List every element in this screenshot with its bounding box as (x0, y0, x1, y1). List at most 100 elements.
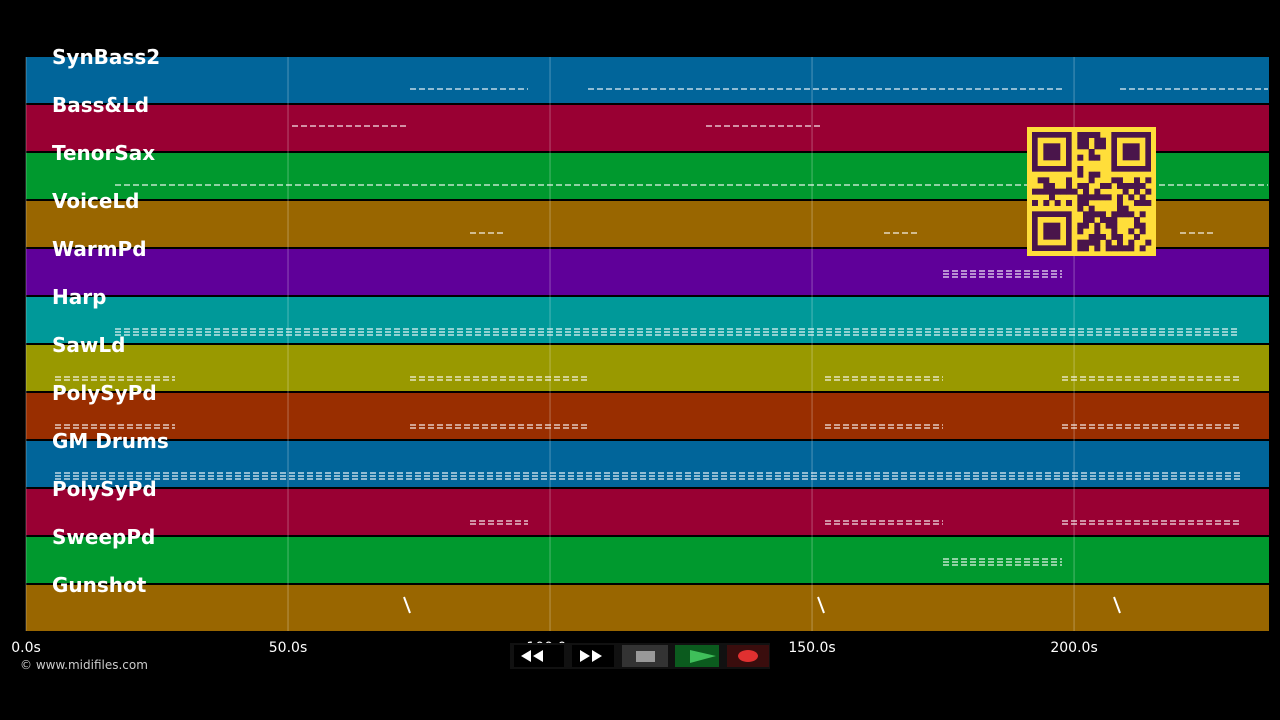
qr-module (1083, 132, 1089, 138)
rewind-button[interactable] (514, 645, 564, 667)
qr-module (1049, 194, 1055, 201)
qr-module (1088, 234, 1095, 240)
qr-module (1111, 245, 1118, 252)
qr-module (1088, 194, 1095, 201)
rewind-icon (521, 650, 543, 662)
qr-module (1117, 234, 1123, 240)
footer: © www.midifiles.com (20, 658, 148, 672)
qr-module (1145, 239, 1152, 246)
qr-module (1077, 166, 1084, 172)
qr-module (1071, 188, 1078, 195)
qr-module (1100, 183, 1106, 189)
qr-module (1077, 200, 1084, 206)
play-icon (690, 650, 716, 663)
qr-module (1066, 188, 1072, 195)
qr-module (1117, 177, 1123, 184)
qr-module (1077, 183, 1084, 189)
qr-module (1088, 149, 1095, 155)
track-row (26, 297, 1269, 343)
qr-module (1122, 245, 1129, 252)
qr-module (1139, 211, 1146, 218)
qr-module (1105, 217, 1112, 223)
qr-finder (1043, 143, 1061, 161)
play-button[interactable] (675, 645, 719, 667)
qr-module (1066, 200, 1072, 206)
qr-module (1094, 188, 1101, 195)
qr-module (1083, 183, 1089, 189)
qr-module (1037, 177, 1044, 184)
qr-module (1105, 239, 1112, 246)
qr-module (1043, 188, 1050, 195)
qr-module (1122, 205, 1129, 212)
qr-module (1083, 137, 1089, 144)
qr-module (1094, 239, 1101, 246)
qr-module (1032, 200, 1038, 206)
transport-controls (510, 643, 770, 669)
qr-module (1122, 183, 1129, 189)
qr-module (1117, 200, 1123, 206)
time-tick-label: 0.0s (11, 640, 41, 656)
qr-module (1111, 211, 1118, 218)
qr-module (1122, 211, 1129, 218)
qr-module (1134, 200, 1140, 206)
time-tick-label: 50.0s (269, 640, 307, 656)
track-name: PolySyPd (52, 477, 157, 501)
qr-module (1083, 222, 1089, 229)
stop-button[interactable] (622, 645, 668, 667)
qr-module (1128, 239, 1135, 246)
qr-code (1027, 127, 1156, 256)
qr-module (1094, 154, 1101, 161)
track-name: SweepPd (52, 525, 155, 549)
qr-module (1083, 188, 1089, 195)
track-name: Harp (52, 285, 106, 309)
track-row (26, 489, 1269, 535)
qr-module (1145, 188, 1152, 195)
qr-module (1077, 245, 1084, 252)
qr-module (1043, 200, 1050, 206)
qr-module (1117, 245, 1123, 252)
track-name: PolySyPd (52, 381, 157, 405)
qr-module (1066, 183, 1072, 189)
qr-module (1128, 228, 1135, 235)
note-stroke (817, 596, 825, 614)
qr-module (1054, 200, 1061, 206)
qr-module (1077, 154, 1084, 161)
qr-module (1105, 222, 1112, 229)
qr-module (1111, 222, 1118, 229)
qr-module (1100, 194, 1106, 201)
note-stroke (1113, 596, 1121, 614)
track-row (26, 537, 1269, 583)
qr-module (1094, 171, 1101, 178)
qr-module (1094, 137, 1101, 144)
qr-module (1094, 234, 1101, 240)
track-name: TenorSax (52, 141, 155, 165)
qr-module (1139, 245, 1146, 252)
qr-module (1083, 239, 1089, 246)
qr-module (1043, 177, 1050, 184)
qr-module (1139, 222, 1146, 229)
qr-module (1088, 171, 1095, 178)
qr-module (1128, 183, 1135, 189)
track-row (26, 249, 1269, 295)
track-row (26, 441, 1269, 487)
qr-module (1145, 200, 1152, 206)
fast-forward-button[interactable] (572, 645, 614, 667)
qr-module (1077, 194, 1084, 201)
qr-module (1100, 137, 1106, 144)
qr-module (1128, 211, 1135, 218)
qr-module (1105, 245, 1112, 252)
qr-module (1094, 245, 1101, 252)
track-row (26, 345, 1269, 391)
qr-module (1139, 200, 1146, 206)
qr-module (1088, 154, 1095, 161)
qr-module (1100, 143, 1106, 150)
qr-module (1100, 234, 1106, 240)
qr-module (1088, 239, 1095, 246)
qr-module (1117, 211, 1123, 218)
record-button[interactable] (727, 645, 769, 667)
qr-module (1134, 177, 1140, 184)
qr-module (1122, 188, 1129, 195)
track-name: GM Drums (52, 429, 169, 453)
